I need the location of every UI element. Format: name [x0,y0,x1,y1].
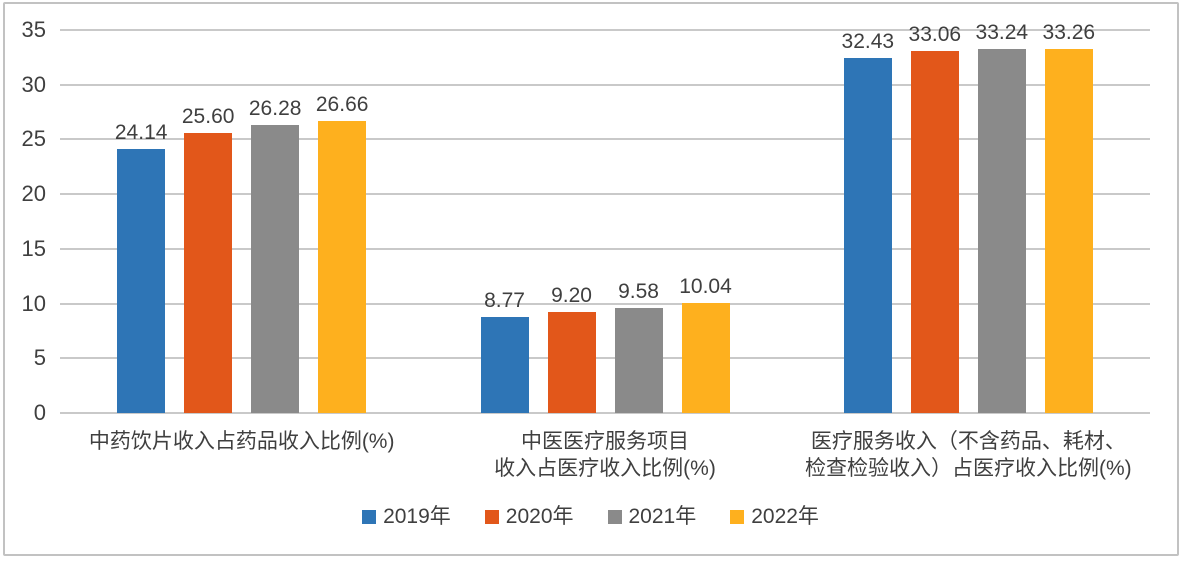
category-label-line: 医疗服务收入（不含药品、耗材、 [810,430,1126,453]
gridline-y-25 [60,138,1150,141]
bar-value-label-2020年-cat3: 33.06 [908,23,962,47]
category-label-3: 医疗服务收入（不含药品、耗材、 检查检验收入）占医疗收入比例(%) [805,428,1132,482]
legend-label-2020年: 2020年 [505,505,574,528]
legend-swatch-icon-2019年 [362,510,377,524]
bar-2022年-cat3 [1044,49,1093,413]
bar-value-label-2022年-cat2: 10.04 [679,275,732,299]
y-tick-label-20: 20 [21,181,46,207]
y-tick-label-35: 35 [21,17,46,42]
bar-2021年-cat1 [251,125,300,413]
legend-entry-2019年: 2019年 [362,505,451,529]
y-tick-label-0: 0 [33,400,46,425]
y-tick-label-30: 30 [21,71,46,97]
legend-swatch-icon-2021年 [607,510,622,524]
gridline-y-30 [60,83,1150,86]
bar-value-label-2020年-cat1: 25.60 [181,104,235,128]
bar-value-label-2020年-cat2: 9.20 [551,284,592,308]
category-label-2: 中医医疗服务项目收入占医疗收入比例(%) [494,428,716,482]
legend-entry-2022年: 2022年 [730,505,819,529]
category-label-1: 中药饮片收入占药品收入比例(%) [89,428,395,455]
y-tick-label-5: 5 [33,345,46,371]
bar-value-label-2021年-cat1: 26.28 [248,97,302,121]
category-label-line: 中药饮片收入占药品收入比例(%) [88,430,395,453]
legend: 2019年 2020年 2021年 2022年 [0,505,1181,529]
bar-value-label-2022年-cat3: 33.26 [1042,21,1096,45]
category-label-line: 收入占医疗收入比例(%) [494,457,716,480]
y-tick-label-25: 25 [21,126,46,152]
category-label-line: 检查检验收入）占医疗收入比例(%) [804,457,1132,480]
bar-value-label-2021年-cat2: 9.58 [618,280,659,304]
legend-swatch-icon-2020年 [484,510,499,524]
legend-label-2021年: 2021年 [628,505,697,528]
gridline-y-35 [60,29,1150,31]
gridline-y-20 [60,193,1150,196]
legend-entry-2021年: 2021年 [607,505,697,529]
bar-2019年-cat3 [843,58,892,413]
bar-value-label-2021年-cat3: 33.24 [975,21,1029,45]
gridline-y-10 [60,302,1150,305]
bar-2019年-cat2 [480,317,529,413]
bar-value-label-2019年-cat1: 24.14 [114,120,168,144]
bar-2022年-cat2 [681,303,730,413]
legend-label-2019年: 2019年 [383,505,451,528]
gridline-y-15 [60,247,1150,250]
bar-2020年-cat3 [910,51,959,413]
bar-2021年-cat3 [977,49,1026,413]
bar-2022年-cat1 [318,121,367,413]
gridline-y-0 [60,412,1150,414]
y-tick-label-10: 10 [21,290,46,316]
legend-swatch-icon-2022年 [730,510,745,524]
bar-2019年-cat1 [117,148,166,413]
legend-entry-2020年: 2020年 [484,505,574,529]
bar-2020年-cat2 [547,312,596,413]
bar-value-label-2022年-cat1: 26.66 [315,93,369,117]
category-label-line: 中医医疗服务项目 [520,430,689,453]
legend-label-2022年: 2022年 [751,505,819,528]
bar-value-label-2019年-cat3: 32.43 [841,30,895,54]
y-tick-label-15: 15 [21,235,46,261]
gridline-y-5 [60,357,1150,360]
bar-2020年-cat1 [184,132,233,413]
bar-value-label-2019年-cat2: 8.77 [484,289,525,313]
bar-2021年-cat2 [614,308,663,413]
